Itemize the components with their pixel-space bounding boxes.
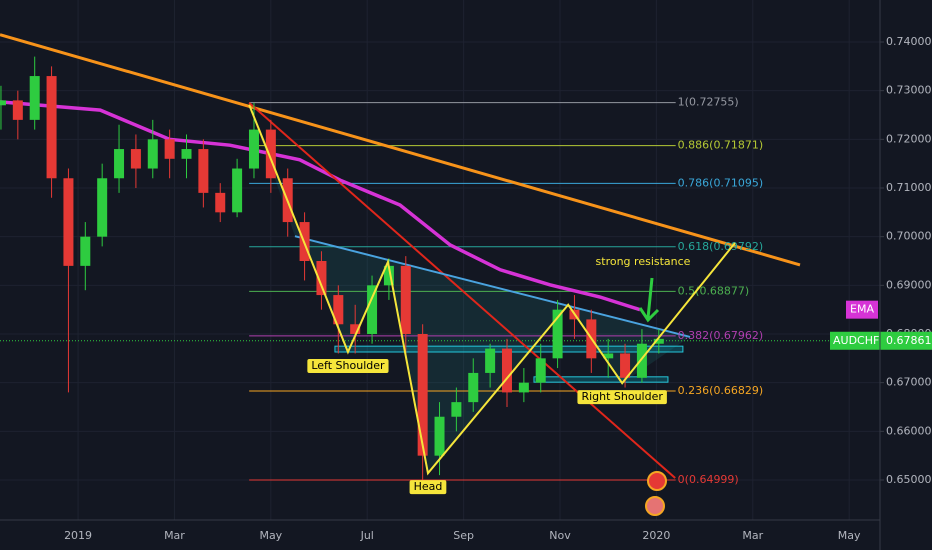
candle-body: [552, 309, 563, 359]
support-zone: [533, 376, 669, 383]
price-tag: [830, 331, 932, 350]
candle-body: [653, 338, 664, 344]
candle-body: [80, 236, 91, 266]
candle-body: [198, 149, 209, 193]
event-icon[interactable]: [645, 496, 665, 516]
last-price-label: 0.67861: [886, 334, 932, 347]
fib-label: 1(0.72755): [678, 96, 739, 109]
annotation-label: Head: [414, 480, 443, 493]
x-tick-label: May: [838, 529, 861, 542]
annotation-label: Right Shoulder: [581, 390, 663, 403]
candle-body: [400, 265, 411, 334]
ema-tag: [846, 300, 878, 319]
event-icon[interactable]: [647, 471, 667, 491]
annotation-label: Left Shoulder: [311, 359, 385, 372]
candle-body: [417, 333, 428, 456]
candle-body: [434, 416, 445, 456]
annotation: Left Shoulder: [307, 359, 389, 374]
candle-body: [333, 295, 344, 325]
annotation-box: [577, 390, 667, 405]
candle-body: [215, 192, 226, 213]
candle-body: [63, 178, 74, 266]
y-tick-label: 0.72000: [886, 132, 932, 145]
candle-body: [316, 260, 327, 296]
fib-label: 0.618(0.69792): [678, 240, 764, 253]
fib-label: 0.5(0.68877): [678, 284, 750, 297]
x-tick-label: Mar: [164, 529, 185, 542]
y-tick-label: 0.70000: [886, 230, 932, 243]
candle-body: [518, 382, 529, 393]
candle-body: [603, 353, 614, 359]
annotation-box: [409, 480, 447, 495]
fib-label: 0.886(0.71871): [678, 139, 764, 152]
y-tick-label: 0.67000: [886, 376, 932, 389]
trendline: [294, 235, 691, 338]
resistance-note: strong resistance: [596, 255, 691, 268]
candle-body: [114, 149, 125, 179]
annotation-box: [307, 359, 389, 374]
candle-body: [12, 100, 23, 120]
annotation: Right Shoulder: [577, 390, 667, 405]
y-tick-label: 0.65000: [886, 473, 932, 486]
fib-label: 0(0.64999): [678, 473, 739, 486]
candle-body: [367, 285, 378, 334]
symbol-label: AUDCHF: [833, 334, 879, 347]
x-tick-label: 2020: [642, 529, 670, 542]
x-tick-label: May: [259, 529, 282, 542]
candle-body: [147, 139, 158, 169]
annotation: Head: [409, 480, 447, 495]
candle-body: [46, 76, 57, 179]
y-tick-label: 0.66000: [886, 424, 932, 437]
arrow: [638, 277, 660, 323]
x-tick-label: Mar: [742, 529, 763, 542]
trendline: [0, 33, 801, 267]
candle-body: [265, 129, 276, 179]
candle-body: [97, 178, 108, 237]
candle-body: [29, 76, 40, 120]
x-tick-label: 2019: [64, 529, 92, 542]
pattern-fill: [249, 104, 691, 474]
candle-body: [164, 139, 175, 159]
fib-label: 0.236(0.66829): [678, 384, 764, 397]
candle-body: [501, 348, 512, 393]
fib-label: 0.382(0.67962): [678, 329, 764, 342]
y-tick-label: 0.71000: [886, 181, 932, 194]
candle-body: [248, 129, 259, 169]
fib-label: 0.786(0.71095): [678, 176, 764, 189]
y-tick-label: 0.74000: [886, 35, 932, 48]
trendline: [248, 102, 676, 479]
x-tick-label: Nov: [549, 529, 571, 542]
candle-body: [232, 168, 243, 213]
ema-tag-label: EMA: [850, 303, 874, 316]
candles: [0, 56, 664, 480]
candle-body: [383, 265, 394, 286]
candle-body: [181, 149, 192, 159]
x-tick-label: Jul: [360, 529, 374, 542]
candle-body: [130, 149, 141, 169]
ema-line: [0, 100, 641, 312]
x-tick-label: Sep: [453, 529, 474, 542]
candle-body: [0, 100, 6, 106]
candle-body: [468, 372, 479, 403]
candle-body: [350, 324, 361, 334]
y-tick-label: 0.73000: [886, 84, 932, 97]
candle-body: [620, 353, 631, 378]
pattern-line: [248, 104, 736, 476]
annotations: 1(0.72755) 0.886(0.71871) 0.786(0.71095) 0.…: [248, 96, 932, 495]
candle-body: [535, 358, 546, 383]
candle-body: [636, 343, 647, 378]
candle-body: [485, 348, 496, 373]
y-tick-label: 0.69000: [886, 278, 932, 291]
candle-body: [451, 402, 462, 417]
